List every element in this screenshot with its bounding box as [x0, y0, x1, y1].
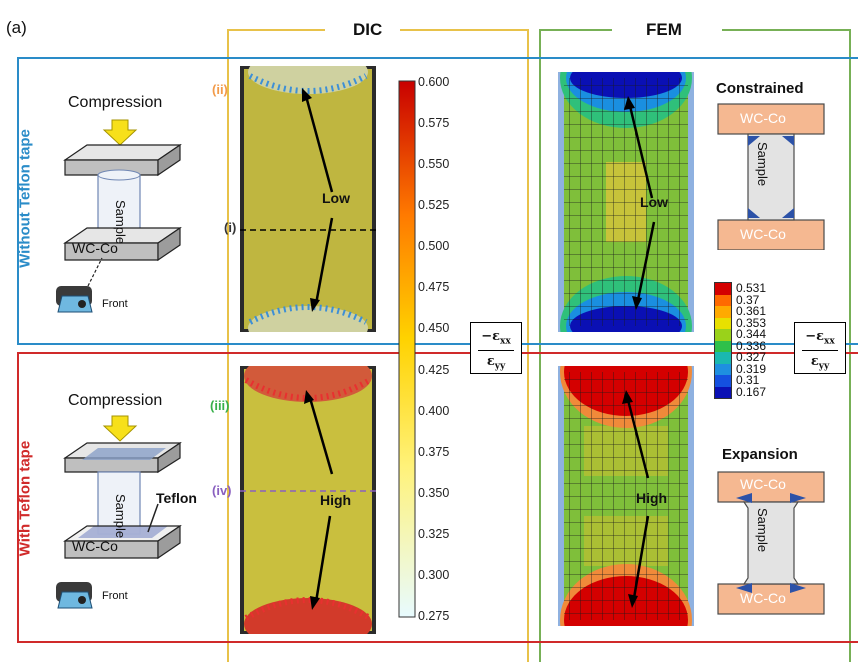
dic-marker-iii: (iii): [210, 398, 230, 413]
ratio-denominator: ε: [810, 353, 819, 369]
setup-diagram-bottom: Compression Sample Teflon WC-Co Front: [40, 386, 220, 626]
fem-legend-swatch: [715, 329, 731, 341]
dic-low-label: Low: [322, 190, 350, 206]
dic-image-bottom: [240, 366, 376, 634]
fem-legend-swatch: [715, 306, 731, 318]
fem-legend-value: 0.167: [736, 384, 767, 399]
dic-colorbar-tick: 0.275: [418, 609, 450, 623]
fem-legend-value: 0.31: [736, 373, 760, 387]
expansion-bottom-label: WC-Co: [740, 590, 786, 606]
compression-label: Compression: [68, 94, 163, 111]
fem-legend-swatch: [715, 375, 731, 387]
panel-label: (a): [6, 18, 27, 37]
fem-legend-value: 0.361: [736, 304, 767, 318]
row-title-with-teflon: With Teflon tape: [16, 440, 34, 557]
fem-image-top: [558, 72, 694, 332]
fem-column-title: FEM: [640, 20, 688, 40]
camera-label: Front: [102, 298, 128, 310]
dic-colorbar-tick: 0.600: [418, 75, 450, 89]
teflon-label: Teflon: [156, 490, 197, 506]
fem-legend-swatch: [715, 317, 731, 329]
dic-column-title: DIC: [347, 20, 389, 40]
dic-marker-i: (i): [224, 220, 237, 235]
constrained-top-label: WC-Co: [740, 110, 786, 126]
fem-low-label: Low: [640, 194, 668, 210]
sample-label: Sample: [113, 200, 128, 245]
constrained-bottom-label: WC-Co: [740, 226, 786, 242]
compression-label: Compression: [68, 392, 163, 409]
fem-legend-swatch: [715, 283, 731, 295]
dic-image-top: [240, 66, 376, 332]
dic-colorbar-tick: 0.325: [418, 526, 450, 541]
setup-diagram-top: Compression Sample WC-Co Front: [40, 90, 220, 330]
base-label: WC-Co: [72, 538, 118, 554]
fem-legend-value: 0.327: [736, 350, 767, 364]
dic-marker-iv: (iv): [212, 483, 232, 498]
ratio-den-sub: yy: [818, 361, 830, 372]
strain-ratio-box-fem: −εxx εyy: [794, 322, 846, 374]
fem-legend-swatch: [715, 340, 731, 352]
fem-high-label: High: [636, 490, 668, 506]
camera-label: Front: [102, 590, 128, 602]
dic-colorbar-tick: 0.400: [418, 403, 450, 418]
ratio-numerator: −ε: [805, 329, 825, 344]
sample-label: Sample: [113, 494, 128, 539]
fem-legend-swatch: [715, 352, 731, 364]
fem-legend-value: 0.531: [736, 281, 767, 295]
ratio-numerator: −ε: [481, 329, 501, 344]
expansion-diagram: [717, 471, 825, 615]
ratio-num-sub: xx: [824, 336, 835, 347]
fem-legend-value: 0.336: [736, 338, 767, 353]
fem-legend-swatch: [715, 386, 731, 398]
dic-colorbar-tick: 0.300: [418, 567, 450, 582]
fem-legend-value: 0.37: [736, 292, 760, 307]
fem-legend-value: 0.319: [736, 361, 767, 376]
dic-colorbar-tick: 0.475: [418, 280, 450, 295]
dic-high-label: High: [320, 492, 352, 508]
fem-image-bottom: [558, 366, 694, 626]
dic-colorbar: [398, 80, 416, 618]
dic-colorbar-tick: 0.425: [418, 362, 450, 377]
ratio-den-sub: yy: [494, 361, 506, 372]
dic-colorbar-tick: 0.525: [418, 198, 450, 213]
base-label: WC-Co: [72, 240, 118, 256]
constrained-title: Constrained: [716, 80, 804, 97]
fem-legend-value: 0.353: [736, 315, 767, 330]
fem-legend-swatch: [715, 294, 731, 306]
dic-colorbar-tick: 0.450: [418, 321, 450, 336]
fem-legend-swatch: [715, 363, 731, 375]
dic-colorbar-tick: 0.500: [418, 239, 450, 254]
strain-ratio-box-dic: −εxx εyy: [470, 322, 522, 374]
dic-marker-ii: (ii): [212, 82, 228, 97]
constrained-sample-label: Sample: [755, 142, 770, 187]
expansion-sample-label: Sample: [755, 508, 770, 553]
dic-colorbar-tick: 0.350: [418, 485, 450, 500]
dic-colorbar-tick: 0.550: [418, 157, 450, 172]
ratio-denominator: ε: [486, 353, 495, 369]
expansion-top-label: WC-Co: [740, 476, 786, 492]
constrained-diagram: [717, 103, 825, 250]
expansion-title: Expansion: [722, 446, 798, 463]
ratio-num-sub: xx: [500, 336, 511, 347]
dic-colorbar-tick: 0.575: [418, 116, 450, 131]
dic-colorbar-tick: 0.375: [418, 444, 450, 459]
fem-legend-value: 0.344: [736, 327, 767, 341]
row-title-without-teflon: Without Teflon tape: [16, 129, 34, 268]
